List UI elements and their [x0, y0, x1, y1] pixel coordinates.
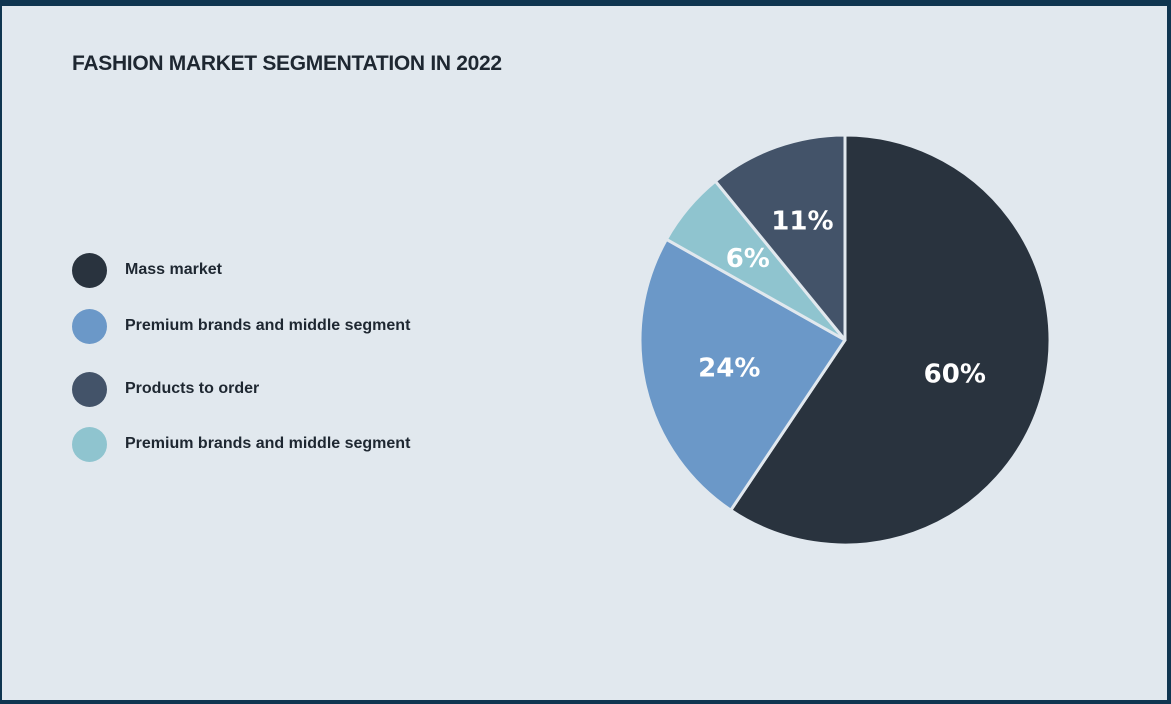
legend-item-products-to-order: Products to order — [72, 370, 259, 408]
pie-slice — [729, 133, 1052, 547]
pie-chart: 60% 24% 6%11% — [638, 133, 1052, 547]
legend-swatch-premium-brands — [72, 308, 107, 344]
pie-slice — [713, 133, 847, 342]
legend-swatch-mass-market — [72, 252, 107, 288]
slide-panel: FASHION MARKET SEGMENTATION IN 2022 Mass… — [2, 6, 1167, 700]
legend-swatch-premium-brands-light — [72, 426, 107, 462]
slice-label: 24% — [698, 354, 760, 384]
pie-slice — [638, 237, 847, 512]
legend-item-premium-brands: Premium brands and middle segment — [72, 307, 410, 345]
slice-label: 60% — [924, 359, 986, 389]
legend-label: Mass market — [125, 261, 222, 278]
legend: Mass market Premium brands and middle se… — [72, 6, 492, 700]
legend-item-premium-brands-light: Premium brands and middle segment — [72, 425, 410, 463]
legend-label: Premium brands and middle segment — [125, 435, 411, 452]
legend-item-mass-market: Mass market — [72, 251, 222, 289]
legend-swatch-products-to-order — [72, 371, 107, 407]
legend-label: Products to order — [125, 380, 260, 397]
legend-label: Premium brands and middle segment — [125, 317, 411, 334]
slice-label: 11% — [771, 206, 833, 236]
slice-label: 6% — [726, 244, 770, 274]
chart-title: FASHION MARKET SEGMENTATION IN 2022 — [72, 52, 502, 75]
